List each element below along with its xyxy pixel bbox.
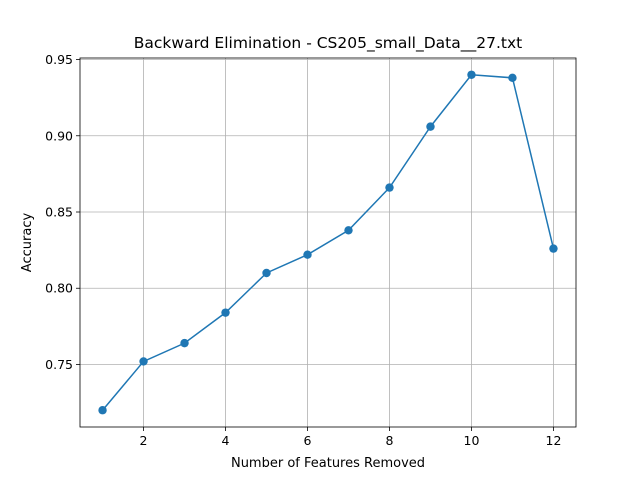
series-line bbox=[101, 73, 555, 411]
series-accuracy bbox=[98, 70, 558, 415]
data-point bbox=[467, 70, 476, 79]
data-point bbox=[262, 268, 271, 278]
y-tick-label: 0.90 bbox=[45, 128, 73, 143]
chart-title: Backward Elimination - CS205_small_Data_… bbox=[134, 34, 522, 53]
data-point bbox=[303, 250, 312, 259]
data-point bbox=[221, 308, 230, 317]
y-tick-label: 0.80 bbox=[45, 281, 73, 296]
x-tick-label: 10 bbox=[464, 433, 480, 448]
axes-frame bbox=[79, 57, 577, 428]
grid-lines bbox=[80, 58, 576, 427]
y-axis-label: Accuracy bbox=[20, 213, 35, 273]
data-point bbox=[180, 338, 189, 348]
data-point bbox=[98, 406, 107, 415]
data-point bbox=[139, 357, 148, 366]
x-tick-label: 6 bbox=[304, 433, 312, 448]
data-point bbox=[344, 226, 353, 235]
x-tick-label: 8 bbox=[386, 433, 394, 448]
x-tick-label: 4 bbox=[222, 433, 230, 448]
axis-ticks: 2 4 6 8 10 12 0.75 0.80 0.85 0.90 0.95 bbox=[45, 52, 561, 448]
x-tick-label: 2 bbox=[140, 433, 148, 448]
x-tick-label: 12 bbox=[546, 433, 562, 448]
y-tick-label: 0.75 bbox=[45, 357, 73, 372]
x-axis-label: Number of Features Removed bbox=[231, 456, 425, 471]
y-tick-label: 0.95 bbox=[45, 52, 73, 67]
data-point bbox=[426, 122, 435, 131]
data-point bbox=[508, 73, 517, 83]
data-point bbox=[549, 244, 558, 253]
data-point bbox=[385, 183, 394, 192]
y-tick-label: 0.85 bbox=[45, 205, 73, 220]
